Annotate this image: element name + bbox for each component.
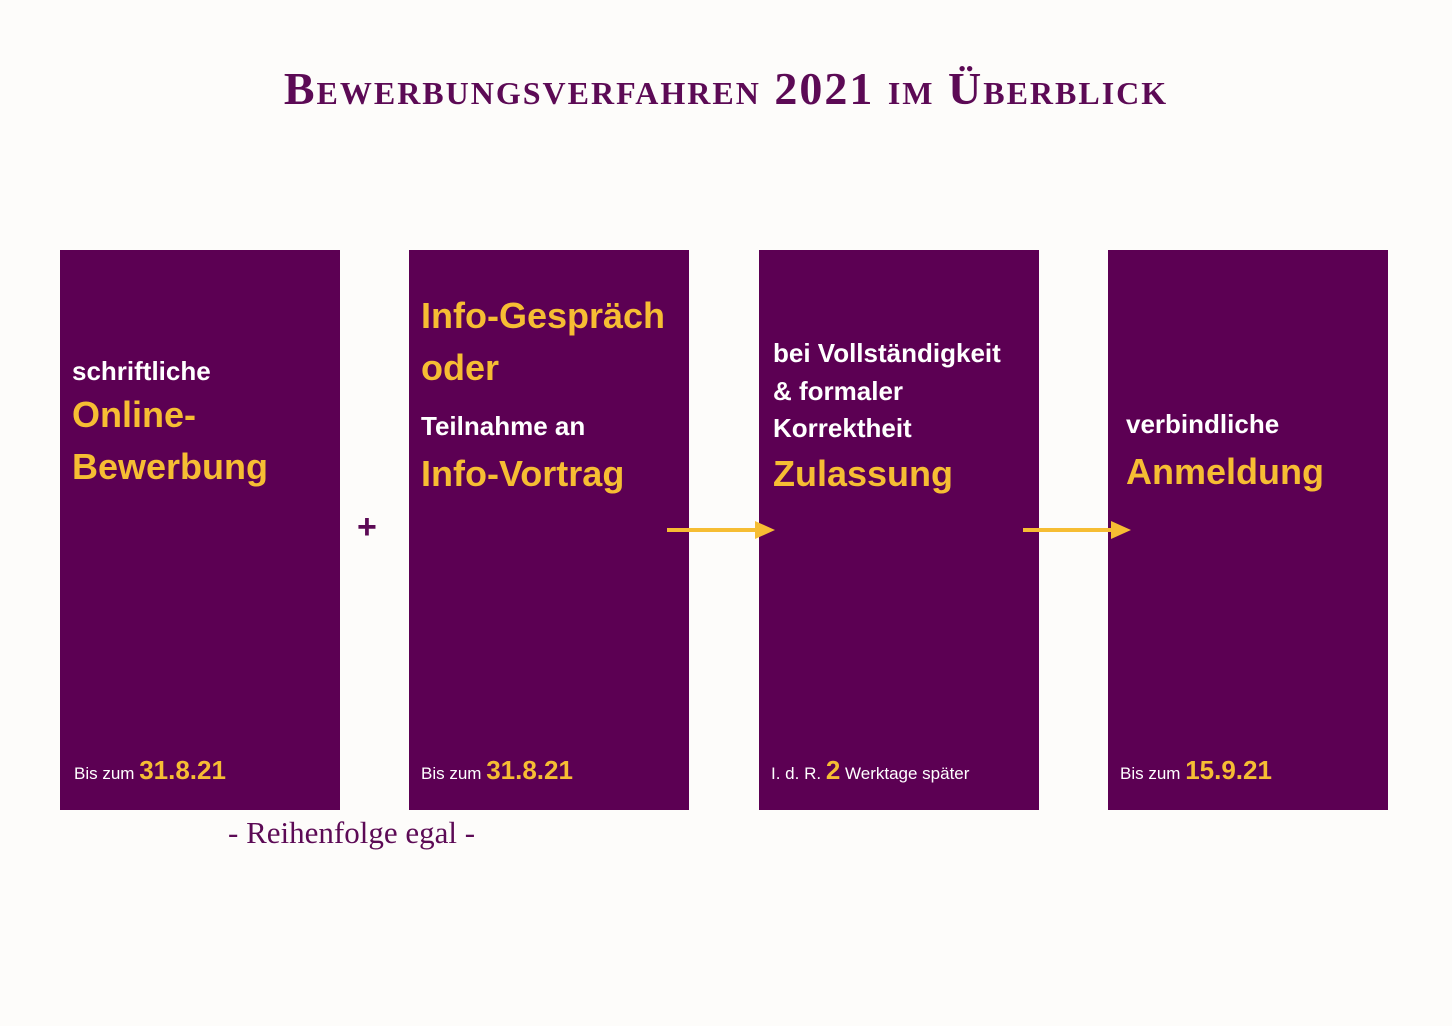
order-note: - Reihenfolge egal -	[228, 815, 476, 850]
step-deadline: Bis zum 15.9.21	[1120, 755, 1272, 786]
step-main-text: Zulassung	[773, 453, 954, 494]
step-deadline: Bis zum 31.8.21	[74, 755, 226, 786]
step-pre-text: bei Vollständigkeit & formaler Korrekthe…	[773, 338, 1001, 444]
step-card-anmeldung: verbindliche Anmeldung Bis zum 15.9.21	[1108, 250, 1388, 810]
step-main-text: Anmeldung	[1126, 451, 1324, 492]
step-deadline: Bis zum 31.8.21	[421, 755, 573, 786]
deadline-date: 31.8.21	[486, 755, 573, 785]
deadline-suffix: Werktage später	[845, 764, 970, 783]
step-main-text: Info-Vortrag	[421, 453, 625, 494]
step-deadline: I. d. R. 2 Werktage später	[771, 755, 969, 786]
step-card-online-bewerbung: schriftliche Online- Bewerbung Bis zum 3…	[60, 250, 340, 810]
step-pre-text: schriftliche	[72, 356, 211, 386]
deadline-date: 15.9.21	[1185, 755, 1272, 785]
page-title: Bewerbungsverfahren 2021 im Überblick	[283, 63, 1169, 114]
deadline-date: 31.8.21	[139, 755, 226, 785]
deadline-prefix: Bis zum	[421, 764, 482, 783]
deadline-prefix: Bis zum	[74, 764, 135, 783]
step-main-top-text: Info-Gespräch oder	[421, 295, 666, 389]
step-main-text: Online- Bewerbung	[72, 394, 269, 488]
right-arrow-icon	[1023, 521, 1131, 539]
step-card-info-gespraech: Info-Gespräch oder Teilnahme an Info-Vor…	[409, 250, 689, 810]
step-pre-text: verbindliche	[1126, 409, 1280, 439]
deadline-number: 2	[825, 755, 841, 785]
right-arrow-icon	[667, 521, 775, 539]
deadline-prefix: I. d. R.	[771, 764, 822, 783]
plus-sign: +	[357, 508, 377, 546]
step-pre-text: Teilnahme an	[421, 411, 586, 441]
step-card-zulassung: bei Vollständigkeit & formaler Korrekthe…	[759, 250, 1039, 810]
deadline-prefix: Bis zum	[1120, 764, 1181, 783]
